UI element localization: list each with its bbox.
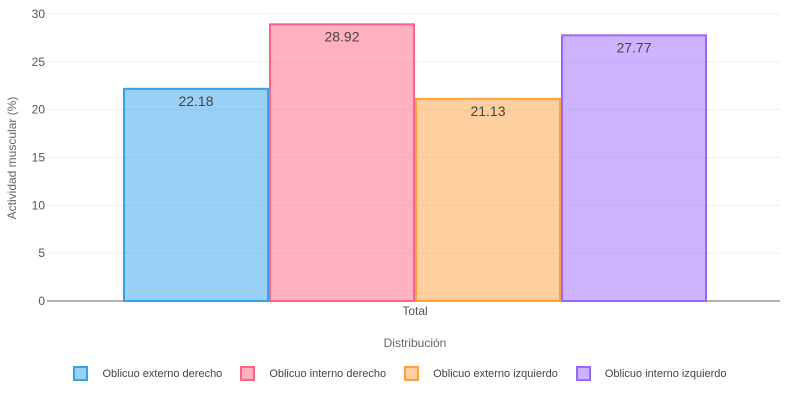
legend-item[interactable]: Oblicuo interno izquierdo (575, 366, 727, 381)
y-tick-label: 5 (38, 246, 45, 260)
data-label: 22.18 (178, 93, 213, 109)
legend-label: Oblicuo interno derecho (269, 367, 387, 380)
bar[interactable] (269, 23, 415, 302)
y-tick-label: 10 (32, 198, 46, 212)
x-tick-label: Total (402, 304, 427, 318)
bar[interactable] (123, 87, 269, 302)
bar[interactable] (415, 97, 561, 302)
x-axis-title: Distribución (384, 336, 447, 350)
y-tick-label: 30 (32, 7, 46, 21)
y-tick-label: 20 (32, 103, 46, 117)
legend-item[interactable]: Oblicuo externo derecho (73, 366, 222, 381)
legend: Oblicuo externo derecho Oblicuo interno d… (0, 366, 800, 381)
legend-swatch (73, 366, 89, 381)
y-tick-label: 0 (38, 294, 45, 308)
legend-item[interactable]: Oblicuo interno derecho (240, 366, 386, 381)
legend-label: Oblicuo interno izquierdo (604, 367, 727, 380)
legend-swatch (240, 366, 256, 381)
bar[interactable] (561, 34, 707, 302)
legend-swatch (575, 366, 591, 381)
legend-item[interactable]: Oblicuo externo izquierdo (404, 366, 558, 381)
legend-label: Oblicuo externo derecho (102, 367, 223, 380)
data-label: 28.92 (324, 28, 359, 44)
legend-swatch (404, 366, 420, 381)
y-axis-title: Actividad muscular (%) (5, 97, 19, 220)
y-tick-label: 25 (32, 55, 46, 69)
data-label: 21.13 (470, 103, 505, 119)
legend-label: Oblicuo externo izquierdo (433, 367, 558, 380)
y-tick-label: 15 (32, 151, 46, 165)
data-label: 27.77 (616, 39, 651, 55)
